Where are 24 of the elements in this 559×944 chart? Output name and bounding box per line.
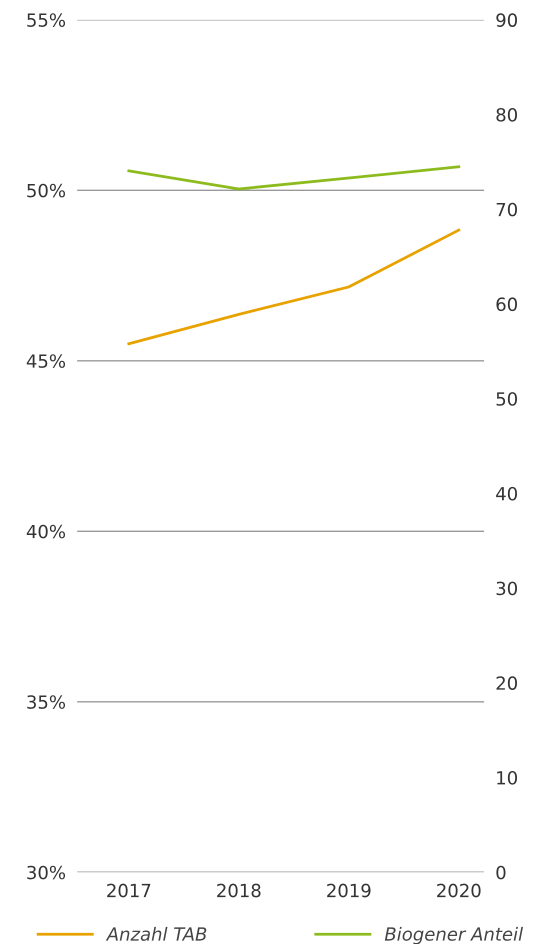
y-tick-label: 30% <box>27 866 66 880</box>
y2-tick-label: 70 <box>496 202 517 216</box>
x-tick-label: 2020 <box>437 884 481 898</box>
line-series <box>127 228 460 346</box>
y2-tick-label: 10 <box>497 771 517 785</box>
y-tick-label: 35% <box>27 695 66 709</box>
y-tick-label: 55% <box>27 13 66 27</box>
y2-tick-label: 90 <box>496 13 517 27</box>
y2-tick-label: 40 <box>496 486 517 501</box>
y2-tick-label: 0 <box>496 866 506 880</box>
y2-tick-label: 60 <box>496 297 517 312</box>
y2-tick-label: 80 <box>496 108 517 122</box>
legend-label: Biogener Anteil <box>384 926 524 944</box>
legend-label: Anzahl TAB <box>106 926 206 941</box>
x-tick-label: 2019 <box>327 884 371 898</box>
y2-tick-label: 30 <box>496 582 517 596</box>
y-tick-label: 45% <box>26 354 66 368</box>
line-series <box>127 165 460 190</box>
y2-tick-label: 20 <box>496 676 517 690</box>
x-tick-label: 2017 <box>107 884 150 898</box>
y2-tick-label: 50 <box>496 392 517 406</box>
x-tick-label: 2018 <box>217 884 261 898</box>
y-tick-label: 50% <box>27 184 66 198</box>
y-tick-label: 40% <box>26 524 66 538</box>
